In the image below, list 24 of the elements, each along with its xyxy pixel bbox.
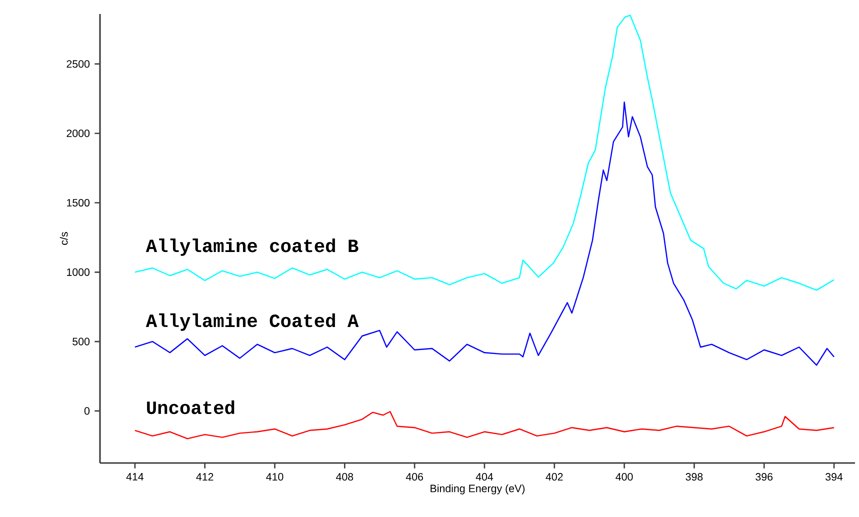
x-tick-label: 398	[686, 473, 703, 481]
x-tick-label: 414	[126, 473, 144, 480]
y-tick-label: 2500	[66, 60, 90, 68]
line-series	[134, 14, 835, 291]
y-tick-label: 2000	[66, 130, 90, 138]
series-label: Allylamine Coated A	[146, 313, 359, 331]
x-tick-label: 406	[406, 473, 423, 481]
x-tick-label: 402	[546, 473, 563, 481]
x-tick-label: 396	[756, 473, 773, 481]
x-tick-label: 404	[476, 473, 494, 481]
y-tick-label: 1000	[67, 268, 90, 276]
x-tick-label: 410	[266, 473, 284, 481]
y-tick-label: 0	[84, 407, 90, 415]
x-tick-label: 394	[826, 473, 843, 481]
series-label: Allylamine coated B	[146, 238, 358, 256]
y-tick-label: 500	[72, 338, 90, 346]
x-tick-label: 412	[196, 473, 214, 480]
y-tick-label: 1500	[67, 198, 90, 207]
x-tick-label: 408	[336, 473, 354, 481]
x-axis-title: Binding Energy (eV)	[430, 484, 525, 494]
x-tick-label: 400	[616, 473, 633, 481]
series-label: Uncoated	[147, 400, 234, 414]
line-series	[134, 102, 835, 366]
y-axis-title: c/s	[60, 232, 68, 245]
